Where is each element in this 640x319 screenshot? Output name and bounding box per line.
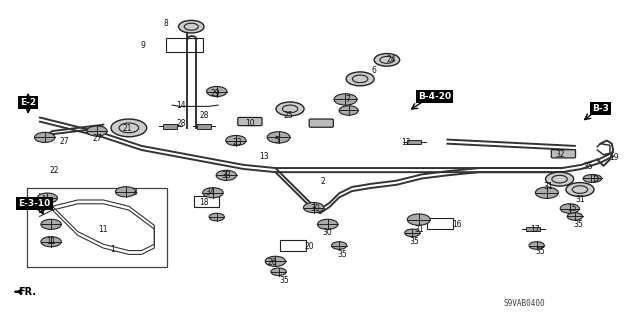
Bar bbox=[163, 124, 177, 129]
Text: 23: 23 bbox=[232, 138, 242, 147]
Bar bbox=[27, 188, 167, 267]
Circle shape bbox=[407, 214, 430, 225]
Text: 31: 31 bbox=[575, 195, 585, 204]
Text: 27: 27 bbox=[92, 134, 102, 144]
Circle shape bbox=[339, 106, 358, 115]
Text: 31: 31 bbox=[543, 182, 553, 191]
Circle shape bbox=[560, 204, 579, 213]
Text: 21: 21 bbox=[122, 124, 132, 133]
Circle shape bbox=[271, 268, 286, 276]
Bar bbox=[280, 240, 306, 251]
Text: 15: 15 bbox=[567, 204, 577, 213]
Text: 35: 35 bbox=[584, 162, 593, 171]
Text: E-3-10: E-3-10 bbox=[19, 199, 51, 208]
Circle shape bbox=[35, 132, 55, 142]
Text: B-4-20: B-4-20 bbox=[418, 92, 451, 101]
Text: 11: 11 bbox=[99, 225, 108, 234]
Text: 19: 19 bbox=[609, 153, 620, 162]
Circle shape bbox=[583, 175, 598, 182]
Circle shape bbox=[276, 102, 304, 116]
Text: 35: 35 bbox=[573, 220, 583, 229]
Circle shape bbox=[536, 187, 558, 198]
Text: 8: 8 bbox=[163, 19, 168, 28]
Circle shape bbox=[303, 203, 324, 213]
Circle shape bbox=[216, 170, 237, 180]
Circle shape bbox=[346, 72, 374, 86]
Text: 20: 20 bbox=[305, 242, 314, 251]
Text: 10: 10 bbox=[245, 119, 255, 128]
Text: 16: 16 bbox=[452, 220, 462, 229]
Text: B-3: B-3 bbox=[592, 104, 609, 113]
Text: 18: 18 bbox=[199, 198, 209, 207]
Text: 22: 22 bbox=[49, 166, 59, 175]
Text: 5: 5 bbox=[274, 136, 279, 145]
Text: 24: 24 bbox=[387, 56, 396, 64]
Circle shape bbox=[267, 132, 290, 143]
Text: 31: 31 bbox=[414, 225, 424, 234]
Circle shape bbox=[265, 256, 285, 266]
Circle shape bbox=[586, 175, 602, 182]
Text: 29: 29 bbox=[210, 89, 220, 98]
Bar bbox=[427, 218, 452, 229]
Circle shape bbox=[41, 237, 61, 247]
Circle shape bbox=[334, 94, 357, 105]
Circle shape bbox=[332, 242, 347, 249]
Text: 32: 32 bbox=[556, 150, 565, 159]
Bar bbox=[527, 227, 540, 231]
Circle shape bbox=[545, 172, 573, 186]
Circle shape bbox=[226, 136, 246, 145]
Text: 12: 12 bbox=[401, 137, 411, 147]
Circle shape bbox=[41, 219, 61, 229]
Text: 27: 27 bbox=[59, 137, 68, 146]
Text: 28: 28 bbox=[177, 119, 186, 128]
Text: 33: 33 bbox=[221, 171, 231, 181]
Circle shape bbox=[179, 20, 204, 33]
Text: 14: 14 bbox=[176, 101, 186, 110]
Bar bbox=[407, 140, 421, 144]
Bar bbox=[166, 38, 203, 52]
Text: 28: 28 bbox=[199, 111, 209, 120]
FancyBboxPatch shape bbox=[551, 150, 575, 158]
Text: FR.: FR. bbox=[15, 287, 36, 297]
Text: 34: 34 bbox=[205, 188, 215, 197]
FancyBboxPatch shape bbox=[309, 119, 333, 127]
Text: 11: 11 bbox=[46, 237, 56, 246]
Text: 35: 35 bbox=[410, 237, 419, 246]
Circle shape bbox=[317, 219, 338, 229]
Circle shape bbox=[115, 187, 136, 197]
Circle shape bbox=[566, 182, 594, 197]
Text: 9: 9 bbox=[140, 41, 145, 50]
Text: 35: 35 bbox=[535, 247, 545, 256]
FancyBboxPatch shape bbox=[238, 117, 262, 126]
Bar bbox=[194, 196, 220, 207]
Text: 3: 3 bbox=[132, 188, 138, 197]
Circle shape bbox=[567, 213, 582, 220]
Text: 2: 2 bbox=[321, 177, 326, 186]
Circle shape bbox=[203, 188, 223, 198]
Text: 1: 1 bbox=[111, 245, 115, 254]
Text: 25: 25 bbox=[284, 111, 293, 120]
Text: 4: 4 bbox=[40, 195, 45, 204]
Text: 17: 17 bbox=[531, 225, 540, 234]
Circle shape bbox=[207, 86, 227, 97]
Circle shape bbox=[374, 54, 399, 66]
Text: S9VAB0400: S9VAB0400 bbox=[503, 299, 545, 308]
Circle shape bbox=[111, 119, 147, 137]
Text: 35: 35 bbox=[280, 276, 289, 285]
Text: 26: 26 bbox=[268, 258, 277, 267]
Circle shape bbox=[37, 193, 58, 203]
Text: 35: 35 bbox=[337, 250, 347, 259]
Circle shape bbox=[87, 126, 107, 136]
Text: 30: 30 bbox=[310, 204, 320, 213]
Text: 6: 6 bbox=[372, 66, 376, 76]
Text: 30: 30 bbox=[323, 228, 333, 237]
Circle shape bbox=[209, 213, 225, 221]
Circle shape bbox=[529, 242, 544, 249]
Text: E-2: E-2 bbox=[20, 98, 36, 107]
Text: 7: 7 bbox=[345, 95, 350, 104]
Circle shape bbox=[404, 229, 420, 237]
Text: 13: 13 bbox=[259, 152, 269, 161]
Bar bbox=[197, 124, 211, 129]
